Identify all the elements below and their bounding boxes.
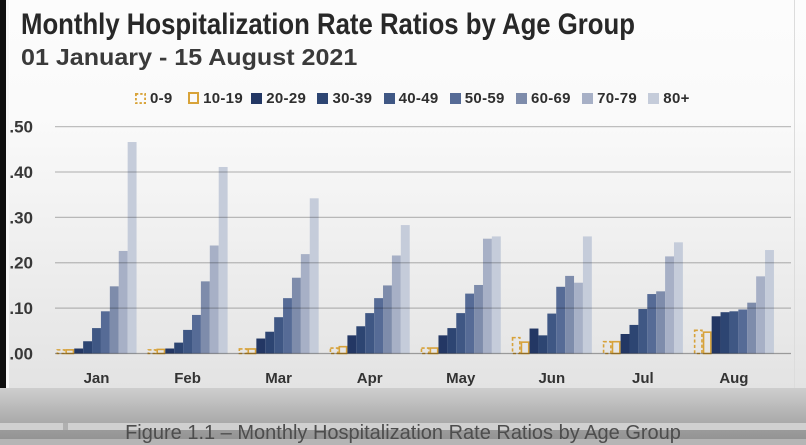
- svg-text:.10: .10: [9, 299, 33, 318]
- svg-text:May: May: [446, 370, 476, 387]
- svg-text:.20: .20: [9, 254, 33, 273]
- svg-text:Mar: Mar: [265, 370, 292, 387]
- svg-text:.00: .00: [9, 345, 33, 364]
- svg-text:Aug: Aug: [719, 370, 748, 387]
- svg-text:Jan: Jan: [84, 370, 110, 387]
- svg-text:Jul: Jul: [632, 370, 654, 387]
- svg-text:.50: .50: [9, 118, 33, 137]
- svg-text:.30: .30: [9, 208, 33, 227]
- svg-text:Apr: Apr: [357, 370, 383, 387]
- svg-text:Jun: Jun: [538, 370, 565, 387]
- svg-text:Feb: Feb: [174, 370, 201, 387]
- svg-text:.40: .40: [9, 163, 33, 182]
